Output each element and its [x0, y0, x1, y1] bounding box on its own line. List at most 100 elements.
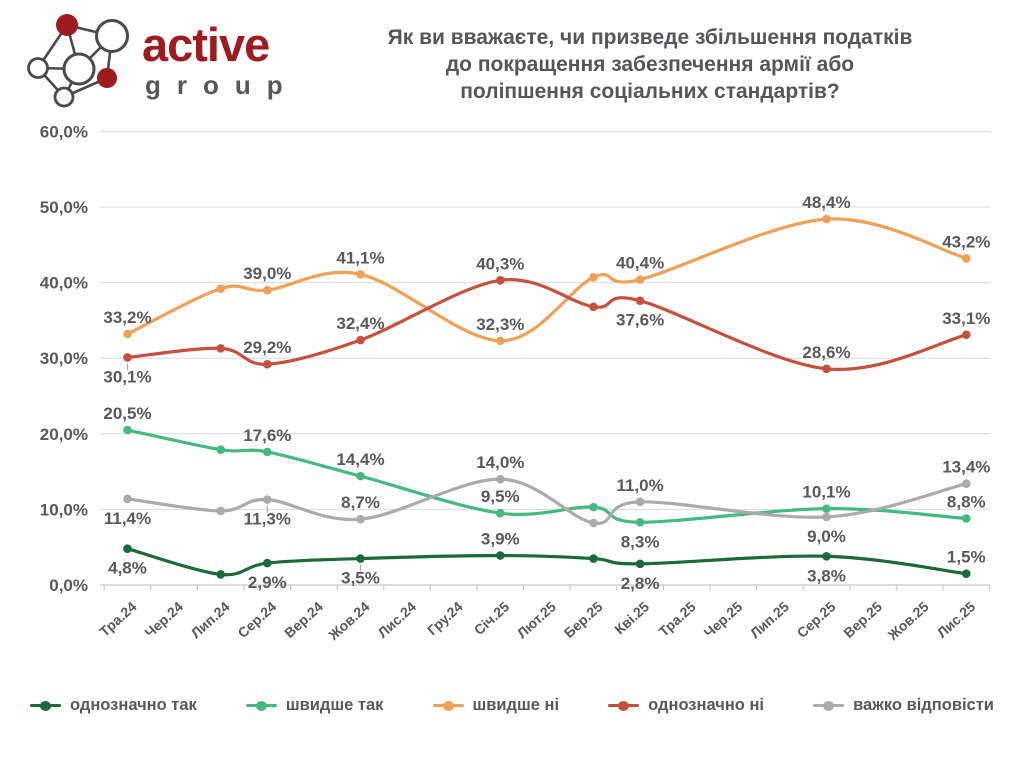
data-point-definitely-no	[962, 330, 971, 340]
x-axis-tick-label: Лип.24	[188, 598, 233, 641]
data-point-rather-no	[496, 336, 505, 346]
data-point-definitely-no	[589, 302, 598, 312]
legend-label: однозначно ні	[648, 696, 764, 714]
data-label-definitely-no: 33,1%	[942, 309, 990, 328]
data-label-rather-no: 33,2%	[103, 308, 151, 327]
data-label-definitely-no: 37,6%	[616, 311, 664, 330]
x-axis-tick-label: Вер.24	[281, 598, 326, 641]
data-label-definitely-yes: 3,8%	[807, 566, 846, 585]
data-point-rather-no	[589, 273, 598, 282]
x-axis-tick-label: Лис.25	[934, 598, 979, 641]
trend-chart: 0,0% 10,0% 20,0% 30,0% 40,0% 50,0% 60,0% Тра.24…	[0, 120, 1024, 665]
x-axis-tick-label: Лип.25	[747, 598, 792, 641]
data-label-rather-no: 43,2%	[942, 232, 990, 251]
y-axis-tick-label: 60,0%	[40, 122, 88, 141]
data-point-definitely-yes	[123, 544, 132, 554]
data-label-rather-yes: 20,5%	[103, 404, 151, 423]
data-label-definitely-no: 40,3%	[476, 254, 524, 273]
logo-sub-text: group	[145, 70, 299, 100]
x-axis-tick-label: Вер.25	[840, 598, 885, 641]
data-point-definitely-yes	[635, 559, 645, 569]
legend-line-dot-marker	[30, 699, 61, 713]
data-label-hard-to-say: 11,4%	[104, 509, 151, 528]
data-point-hard-to-say	[589, 518, 598, 528]
data-point-definitely-yes	[356, 554, 365, 563]
data-label-hard-to-say: 9,0%	[807, 527, 846, 546]
y-axis-tick-label: 30,0%	[40, 349, 88, 368]
trend-chart-canvas: 0,0% 10,0% 20,0% 30,0% 40,0% 50,0% 60,0% Тра.24…	[40, 122, 991, 644]
data-label-rather-yes: 14,4%	[336, 450, 384, 469]
data-point-rather-yes	[496, 508, 505, 518]
data-point-definitely-yes	[263, 558, 272, 568]
data-point-definitely-yes	[496, 551, 505, 560]
data-point-definitely-no	[635, 296, 645, 306]
data-label-rather-yes: 8,3%	[621, 532, 660, 551]
y-axis-tick-label: 0,0%	[49, 576, 88, 595]
data-point-hard-to-say	[822, 512, 831, 522]
data-label-definitely-yes: 3,9%	[481, 530, 520, 549]
y-axis-tick-label: 20,0%	[40, 425, 88, 444]
data-point-definitely-no	[822, 364, 831, 374]
x-axis-tick-label: Тра.24	[96, 598, 139, 639]
legend-line-dot-marker	[245, 699, 277, 713]
x-axis-tick-label: Чер.25	[701, 598, 746, 641]
legend-item-definitely-yes: однозначно так	[30, 696, 197, 715]
data-label-rather-no: 39,0%	[243, 264, 291, 283]
data-point-rather-yes	[962, 514, 971, 523]
data-point-rather-no	[263, 285, 272, 295]
data-label-definitely-yes: 2,8%	[621, 574, 660, 593]
data-point-rather-no	[962, 254, 971, 263]
data-point-rather-yes	[635, 517, 645, 527]
y-axis-tick-label: 10,0%	[40, 500, 88, 519]
data-point-definitely-no	[123, 353, 132, 362]
logo: active group	[18, 8, 299, 112]
data-label-definitely-yes: 1,5%	[947, 548, 986, 567]
logo-brand-text: active	[142, 18, 270, 71]
data-point-definitely-no	[496, 276, 505, 285]
data-point-definitely-yes	[962, 569, 971, 578]
data-label-rather-no: 41,1%	[336, 248, 384, 267]
data-point-hard-to-say	[263, 495, 272, 504]
data-label-rather-yes: 8,8%	[947, 492, 986, 511]
chart-title: Як ви вважаєте, чи призведе збільшення п…	[330, 24, 970, 105]
data-label-rather-no: 40,4%	[616, 254, 664, 273]
data-point-rather-yes	[589, 502, 598, 512]
data-label-hard-to-say: 11,3%	[244, 510, 291, 529]
data-label-definitely-yes: 2,9%	[248, 573, 287, 592]
title-line-2: до покращення забезпечення армії або	[445, 53, 855, 76]
legend-label: важко відповісти	[853, 696, 994, 714]
data-point-definitely-yes	[589, 554, 598, 563]
x-axis-tick-label: Бер.25	[561, 598, 606, 641]
data-label-definitely-yes: 4,8%	[108, 559, 147, 578]
x-axis-tick-label: Сер.25	[794, 598, 839, 641]
legend-label: швидше ні	[472, 696, 560, 714]
legend-item-rather-yes: швидше так	[245, 696, 384, 715]
data-label-hard-to-say: 14,0%	[476, 453, 524, 472]
data-point-hard-to-say	[962, 479, 971, 488]
data-label-hard-to-say: 8,7%	[341, 493, 380, 512]
x-axis-tick-label: Тра.25	[655, 598, 698, 639]
data-point-rather-no	[822, 214, 831, 224]
x-axis-tick-label: Жов.25	[884, 598, 932, 644]
data-point-rather-no	[123, 329, 132, 339]
data-label-rather-yes: 9,5%	[481, 487, 520, 506]
data-point-rather-yes	[263, 447, 272, 457]
title-line-1: Як ви вважаєте, чи призведе збільшення п…	[387, 26, 913, 49]
legend: однозначно так швидше так швидше ні однозна…	[0, 696, 1024, 715]
data-label-rather-yes: 17,6%	[243, 426, 291, 445]
data-label-definitely-no: 32,4%	[336, 314, 384, 333]
legend-line-dot-marker	[432, 699, 464, 713]
data-point-hard-to-say	[216, 506, 225, 516]
data-label-hard-to-say: 13,4%	[942, 458, 990, 477]
data-label-rather-no: 32,3%	[476, 315, 524, 334]
data-point-rather-yes	[216, 445, 225, 454]
legend-line-dot-marker	[813, 699, 845, 713]
x-axis-tick-label: Чер.24	[141, 598, 186, 641]
series-line-rather-no	[125, 217, 968, 343]
x-axis-tick-label: Січ.25	[471, 598, 513, 638]
data-point-definitely-no	[263, 359, 272, 369]
data-point-definitely-no	[216, 344, 225, 353]
data-point-rather-yes	[356, 471, 365, 481]
legend-label: швидше так	[285, 696, 384, 714]
